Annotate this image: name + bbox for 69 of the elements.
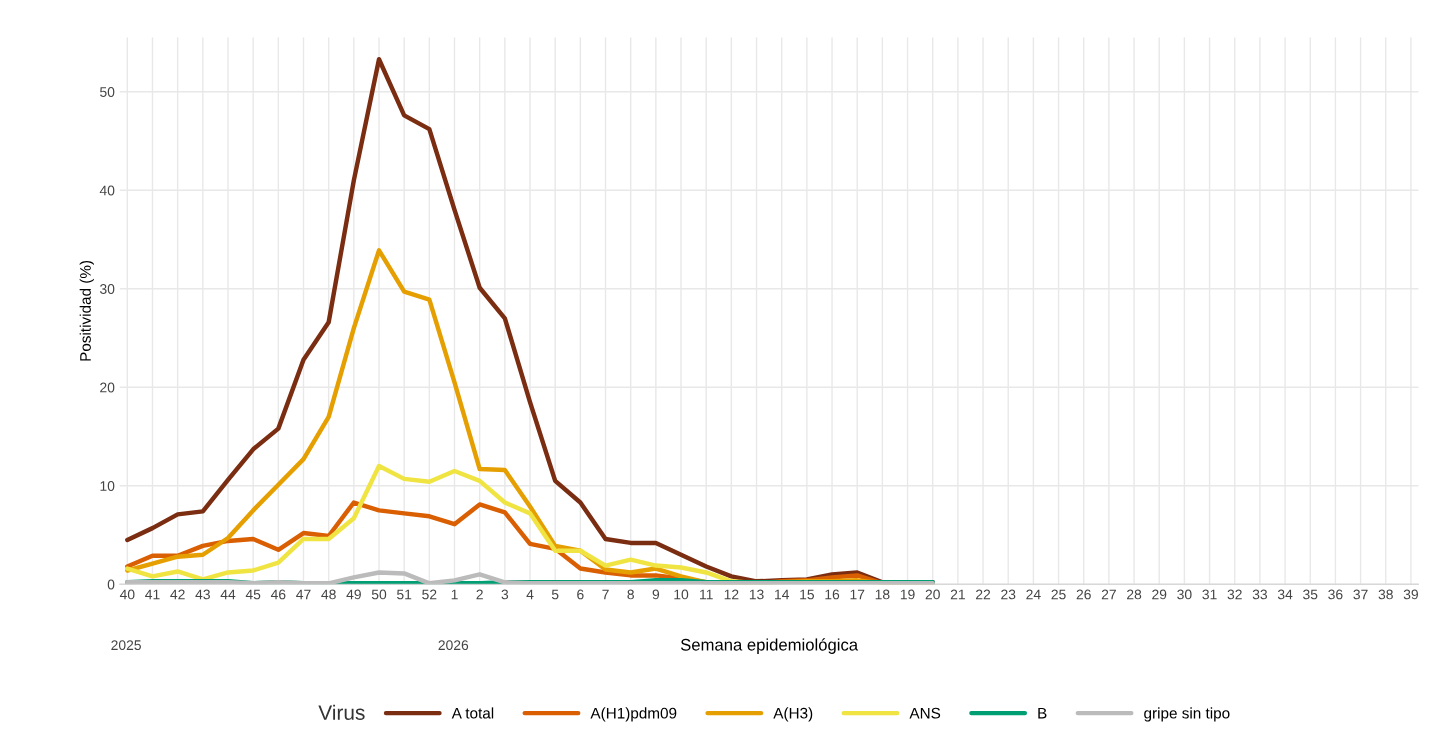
x-tick-label: 6 (577, 589, 584, 600)
x-tick-label: 40 (119, 589, 135, 600)
x-tick-label: 26 (1076, 589, 1091, 600)
x-tick-label: 37 (1353, 589, 1368, 600)
x-tick-label: 41 (145, 589, 160, 600)
x-tick-label: 14 (775, 589, 790, 600)
x-tick-label: 35 (1303, 589, 1318, 600)
x-tick-label: 12 (724, 589, 739, 600)
x-tick-label: 49 (346, 589, 361, 600)
y-tick-label: 0 (107, 579, 115, 590)
x-tick-label: 51 (397, 589, 412, 600)
x-tick-label: 9 (652, 589, 660, 600)
x-tick-label: 1 (451, 589, 458, 600)
x-axis-title: Semana epidemiológica (680, 638, 859, 654)
x-tick-label: 29 (1152, 589, 1167, 600)
x-tick-label: 42 (170, 589, 185, 600)
legend-label: ANS (909, 707, 941, 719)
x-tick-label: 48 (321, 589, 336, 600)
x-tick-label: 11 (700, 589, 713, 600)
x-tick-label: 39 (1403, 589, 1418, 600)
x-tick-label: 31 (1202, 589, 1217, 600)
legend-label: gripe sin tipo (1144, 707, 1230, 722)
legend-title: Virus (318, 704, 365, 720)
x-tick-label: 33 (1252, 589, 1268, 600)
x-tick-label: 17 (850, 589, 865, 600)
x-tick-label: 32 (1227, 589, 1242, 600)
x-tick-label: 50 (371, 589, 387, 600)
x-tick-label: 24 (1026, 589, 1041, 600)
legend-label: A total (451, 707, 494, 719)
text: 2026 (438, 640, 469, 651)
x-tick-label: 36 (1328, 589, 1343, 600)
x-tick-label: 38 (1378, 589, 1393, 600)
x-tick-label: 52 (422, 589, 437, 600)
y-tick-label: 10 (100, 481, 115, 491)
x-tick-label: 22 (976, 589, 991, 600)
x-tick-label: 43 (195, 589, 210, 600)
x-tick-label: 13 (749, 589, 764, 600)
y-tick-label: 30 (99, 284, 115, 294)
y-tick-label: 40 (99, 185, 115, 196)
x-tick-label: 2 (476, 589, 483, 600)
y-tick-label: 50 (100, 87, 115, 97)
x-tick-label: 10 (674, 589, 689, 600)
x-tick-label: 46 (270, 589, 286, 600)
legend-label: A(H1)pdm09 (590, 707, 677, 722)
legend-label: A(H3) (773, 707, 813, 722)
y-axis-title: Positividad (%) (79, 260, 94, 361)
x-tick-label: 7 (602, 589, 609, 600)
x-tick-label: 19 (900, 589, 915, 600)
x-tick-label: 30 (1177, 589, 1192, 600)
x-tick-label: 15 (800, 589, 815, 600)
x-tick-label: 47 (296, 589, 311, 600)
x-tick-label: 4 (526, 589, 534, 600)
x-tick-label: 44 (220, 589, 236, 600)
x-tick-label: 18 (875, 589, 890, 600)
y-tick-label: 20 (100, 382, 115, 393)
x-tick-label: 8 (627, 589, 634, 600)
x-tick-label: 45 (245, 589, 261, 600)
x-tick-label: 20 (925, 589, 940, 600)
x-tick-label: 23 (1001, 589, 1016, 600)
x-tick-label: 28 (1127, 589, 1142, 600)
x-tick-label: 21 (950, 589, 965, 600)
x-tick-label: 3 (501, 589, 509, 600)
x-tick-label: 16 (825, 589, 840, 600)
x-tick-label: 27 (1101, 589, 1116, 600)
legend-label: B (1038, 707, 1047, 719)
x-tick-label: 5 (551, 589, 559, 600)
x-tick-label: 34 (1277, 589, 1293, 600)
text: 2025 (111, 640, 141, 651)
x-tick-label: 25 (1051, 589, 1066, 600)
